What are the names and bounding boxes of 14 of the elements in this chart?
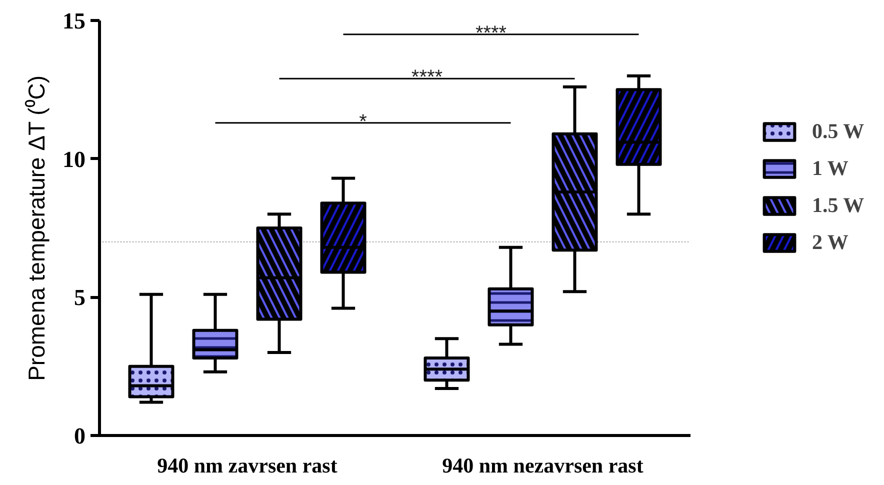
legend-label: 1.5 W [812,193,864,218]
y-tick-label: 10 [62,146,86,172]
legend-label: 0.5 W [812,119,864,144]
y-tick-label: 0 [74,424,86,448]
y-tick-label: 5 [74,285,86,310]
x-tick-label: 940 nm nezavrsen rast [442,454,644,478]
y-axis-title: Promena temperature ΔT (⁰C) [24,75,50,381]
y-tick-label: 15 [62,8,86,34]
legend-label: 1 W [812,156,848,181]
annotation: * [359,110,368,133]
annotation: **** [475,22,507,44]
legend-label: 2 W [812,230,848,255]
annotation: **** [411,66,443,89]
x-tick-label: 940 nm zavrsen rast [157,454,338,478]
